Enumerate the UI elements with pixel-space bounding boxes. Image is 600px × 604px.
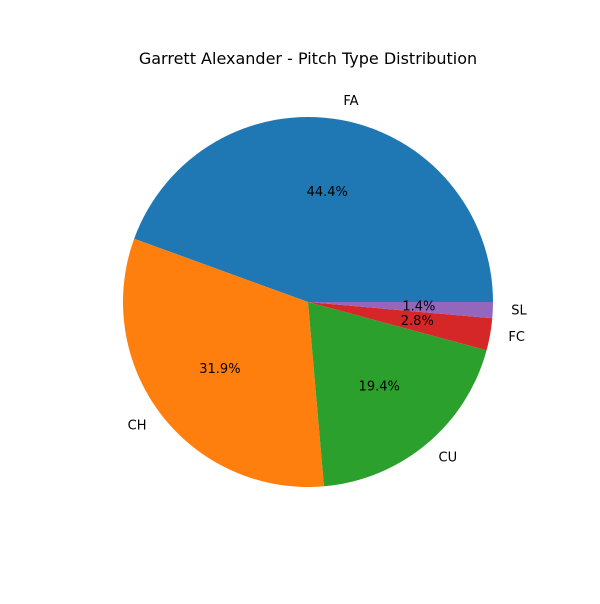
chart-title: Garrett Alexander - Pitch Type Distribut… — [139, 49, 477, 68]
pie-slice-fc — [308, 302, 493, 351]
pie-slice-sl — [308, 302, 493, 319]
slice-label-ch: CH — [128, 418, 147, 433]
slice-percent-cu: 19.4% — [359, 380, 400, 395]
slice-label-fc: FC — [508, 330, 525, 345]
pie-slice-cu — [308, 302, 487, 487]
slice-label-fa: FA — [343, 94, 358, 109]
slice-label-cu: CU — [439, 451, 458, 466]
slice-label-sl: SL — [511, 303, 527, 318]
pie-labels: FA 44.4% CH 31.9% CU 19.4% FC 2.8% SL 1.4% — [128, 94, 528, 466]
slice-percent-fc: 2.8% — [401, 314, 434, 329]
slice-percent-sl: 1.4% — [402, 299, 435, 314]
pie-slices — [122, 116, 493, 487]
pie-slice-ch — [122, 238, 324, 487]
slice-percent-ch: 31.9% — [199, 362, 240, 377]
pie-slice-fa — [134, 116, 493, 302]
slice-percent-fa: 44.4% — [307, 185, 348, 200]
